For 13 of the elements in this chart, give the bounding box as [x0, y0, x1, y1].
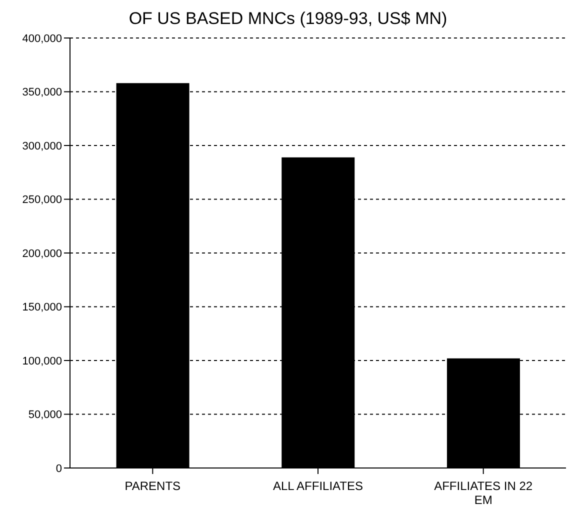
y-tick-label: 400,000: [22, 32, 62, 45]
y-tick-label: 0: [56, 462, 62, 475]
y-tick-label: 150,000: [22, 302, 62, 314]
y-tick-label: 350,000: [22, 86, 62, 99]
y-tick-label: 50,000: [28, 409, 62, 422]
y-tick-label: 300,000: [22, 140, 62, 152]
chart-title: OF US BASED MNCs (1989-93, US$ MN): [128, 8, 448, 30]
y-tick-label: 250,000: [22, 194, 62, 206]
x-tick-label: PARENTS: [124, 479, 181, 493]
y-tick-label: 100,000: [22, 355, 62, 368]
x-tick-label: AFFILIATES IN 22 EM: [434, 479, 533, 507]
y-tick-label: 200,000: [22, 248, 62, 260]
x-tick-label: ALL AFFILIATES: [272, 479, 364, 493]
